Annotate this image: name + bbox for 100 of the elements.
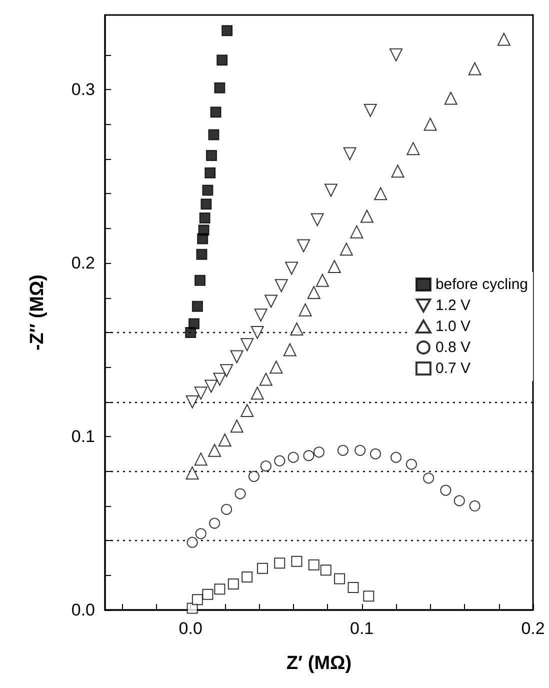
point [230,350,244,364]
point [259,372,272,386]
point [194,386,208,400]
x-tick-label: 0.0 [178,619,202,638]
y-tick-label: 0.2 [71,254,95,273]
point [230,420,244,433]
point [202,588,214,600]
legend-label: 1.0 V [435,318,470,335]
point [424,118,437,131]
point [186,602,198,614]
point [444,92,458,105]
point [199,212,210,224]
point [274,279,288,292]
point [250,386,264,400]
point [234,488,246,500]
point [220,364,234,378]
point [307,286,320,300]
point [370,448,381,460]
point [208,444,222,457]
point [308,559,320,570]
point [196,248,208,260]
point [216,54,228,66]
point [497,32,510,46]
point [186,536,198,548]
legend-label: before cycling [435,276,528,293]
point [210,106,222,118]
point [194,274,206,286]
point [242,572,253,583]
point [354,444,366,456]
legend-label: 0.7 V [435,360,470,377]
point [423,472,434,484]
point [363,590,374,602]
point [264,294,278,308]
point [360,210,374,223]
legend-label: 0.8 V [435,339,470,356]
point [240,404,254,418]
point [285,262,298,275]
x-tick-label: 0.2 [521,619,545,638]
point [192,300,203,312]
point [440,484,452,496]
y-tick-label: 0.3 [71,80,95,100]
y-tick-label: 0.0 [71,600,95,620]
point [291,556,302,567]
x-tick-label: 0.1 [350,619,374,638]
point [290,322,304,336]
point [274,558,286,569]
y-axis-title: -Z″ (MΩ) [27,274,48,351]
point [337,444,348,456]
point [324,184,338,197]
x-axis-title: Z′ (MΩ) [286,653,352,674]
point [316,274,329,287]
point [364,104,377,117]
point [214,584,226,595]
point [204,380,218,393]
point [310,213,324,226]
point [202,184,214,196]
point [340,242,353,256]
point [254,308,268,322]
point [343,147,356,160]
point [274,455,286,466]
point [390,48,403,62]
point [468,62,482,76]
point [186,395,199,408]
point [303,450,314,462]
y-tick-label: 0.1 [71,427,95,446]
point [406,142,420,156]
point [454,495,465,506]
point [195,528,206,540]
point [283,343,296,356]
point [192,594,203,606]
point [314,446,324,458]
point [188,318,200,330]
point [469,500,480,512]
point [328,260,341,274]
point [248,470,260,482]
point [218,434,232,446]
point [350,225,364,238]
point [206,150,217,162]
point [374,187,388,200]
point [334,573,346,584]
point [221,504,232,515]
point [194,452,208,466]
point [257,562,268,574]
point [260,460,272,472]
point [297,239,310,252]
point [298,303,312,316]
point [186,466,199,480]
point [390,452,402,463]
point [320,564,332,576]
point [406,458,417,470]
point [270,360,283,374]
point [240,338,254,352]
point [200,198,212,210]
point [228,578,239,590]
point [222,25,233,36]
point [250,326,264,339]
point [204,167,216,178]
point [213,372,226,386]
point [348,582,359,593]
point [214,82,226,94]
